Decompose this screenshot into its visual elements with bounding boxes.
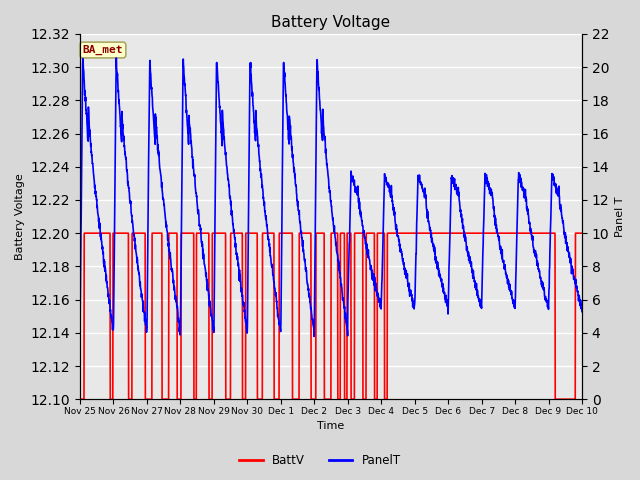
Legend: BattV, PanelT: BattV, PanelT (234, 449, 406, 472)
Title: Battery Voltage: Battery Voltage (271, 15, 390, 30)
Text: BA_met: BA_met (83, 45, 123, 55)
Y-axis label: Panel T: Panel T (615, 196, 625, 237)
Y-axis label: Battery Voltage: Battery Voltage (15, 173, 25, 260)
X-axis label: Time: Time (317, 421, 344, 432)
